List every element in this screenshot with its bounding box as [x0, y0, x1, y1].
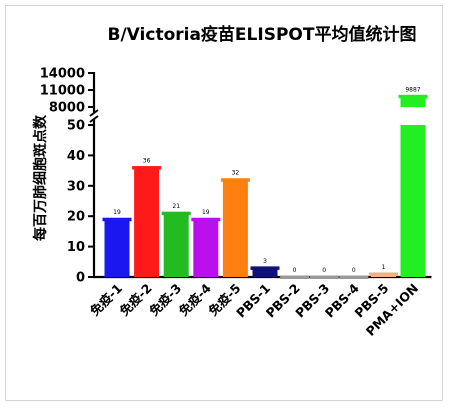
value-label-2: 36 [143, 158, 151, 165]
value-label-8: 0 [322, 267, 326, 274]
value-labels: 19 36 21 19 32 3 0 0 0 1 9887 [113, 86, 421, 274]
bar-cap-10 [368, 272, 398, 276]
bar-cap-3 [161, 211, 191, 216]
bar-cap-6 [250, 266, 280, 270]
value-label-6: 3 [263, 258, 267, 265]
bar-cap-8 [309, 275, 339, 279]
axis-break-mark-upper [89, 109, 99, 117]
bar-cap-1 [102, 217, 132, 222]
value-label-1: 19 [113, 209, 121, 216]
bar-2 [134, 167, 160, 277]
y-tick-50-label: 50 [67, 119, 85, 134]
bar-cap-7 [280, 275, 310, 279]
bar-cap-5 [220, 178, 250, 182]
category-label-3: 免疫-3 [146, 281, 184, 319]
bar-5 [222, 179, 248, 277]
value-label-5: 32 [232, 170, 240, 177]
bar-4 [193, 219, 219, 277]
value-label-7: 0 [293, 267, 297, 274]
bar-cap-9 [339, 275, 369, 279]
bar-3 [163, 213, 189, 277]
y-tick-0-label: 0 [76, 271, 85, 286]
y-tick-14000-label: 14000 [40, 67, 85, 82]
category-label-2: 免疫-2 [117, 281, 155, 319]
value-label-3: 21 [172, 203, 180, 210]
y-tick-30-label: 30 [67, 179, 85, 194]
value-label-11: 9887 [405, 86, 420, 93]
bar-cap-4 [191, 217, 221, 222]
bar-11-upper [400, 96, 426, 107]
y-axis-label: 每百万肺细胞斑点数 [32, 114, 49, 241]
bar-1 [104, 219, 130, 277]
bar-11-lower [400, 125, 426, 277]
bar-cap-2 [132, 166, 162, 170]
y-tick-20-label: 20 [67, 210, 85, 225]
value-label-10: 1 [381, 264, 385, 271]
y-tick-8000-label: 8000 [49, 101, 85, 116]
y-tick-40-label: 40 [67, 149, 85, 164]
category-label-4: 免疫-4 [176, 280, 214, 318]
bar-6 [252, 267, 278, 277]
axis-break-mark-lower [89, 115, 99, 123]
category-label-1: 免疫-1 [87, 281, 125, 319]
y-tick-10-label: 10 [67, 240, 85, 255]
bars [102, 94, 428, 279]
bar-cap-11 [398, 94, 428, 99]
chart-title: B/Victoria疫苗ELISPOT平均值统计图 [108, 24, 417, 45]
value-label-4: 19 [202, 209, 210, 216]
y-tick-11000-label: 11000 [40, 84, 85, 99]
category-labels: 免疫-1免疫-2免疫-3免疫-4免疫-5PBS-1PBS-2PBS-3PBS-4… [87, 280, 421, 339]
value-label-9: 0 [352, 267, 356, 274]
